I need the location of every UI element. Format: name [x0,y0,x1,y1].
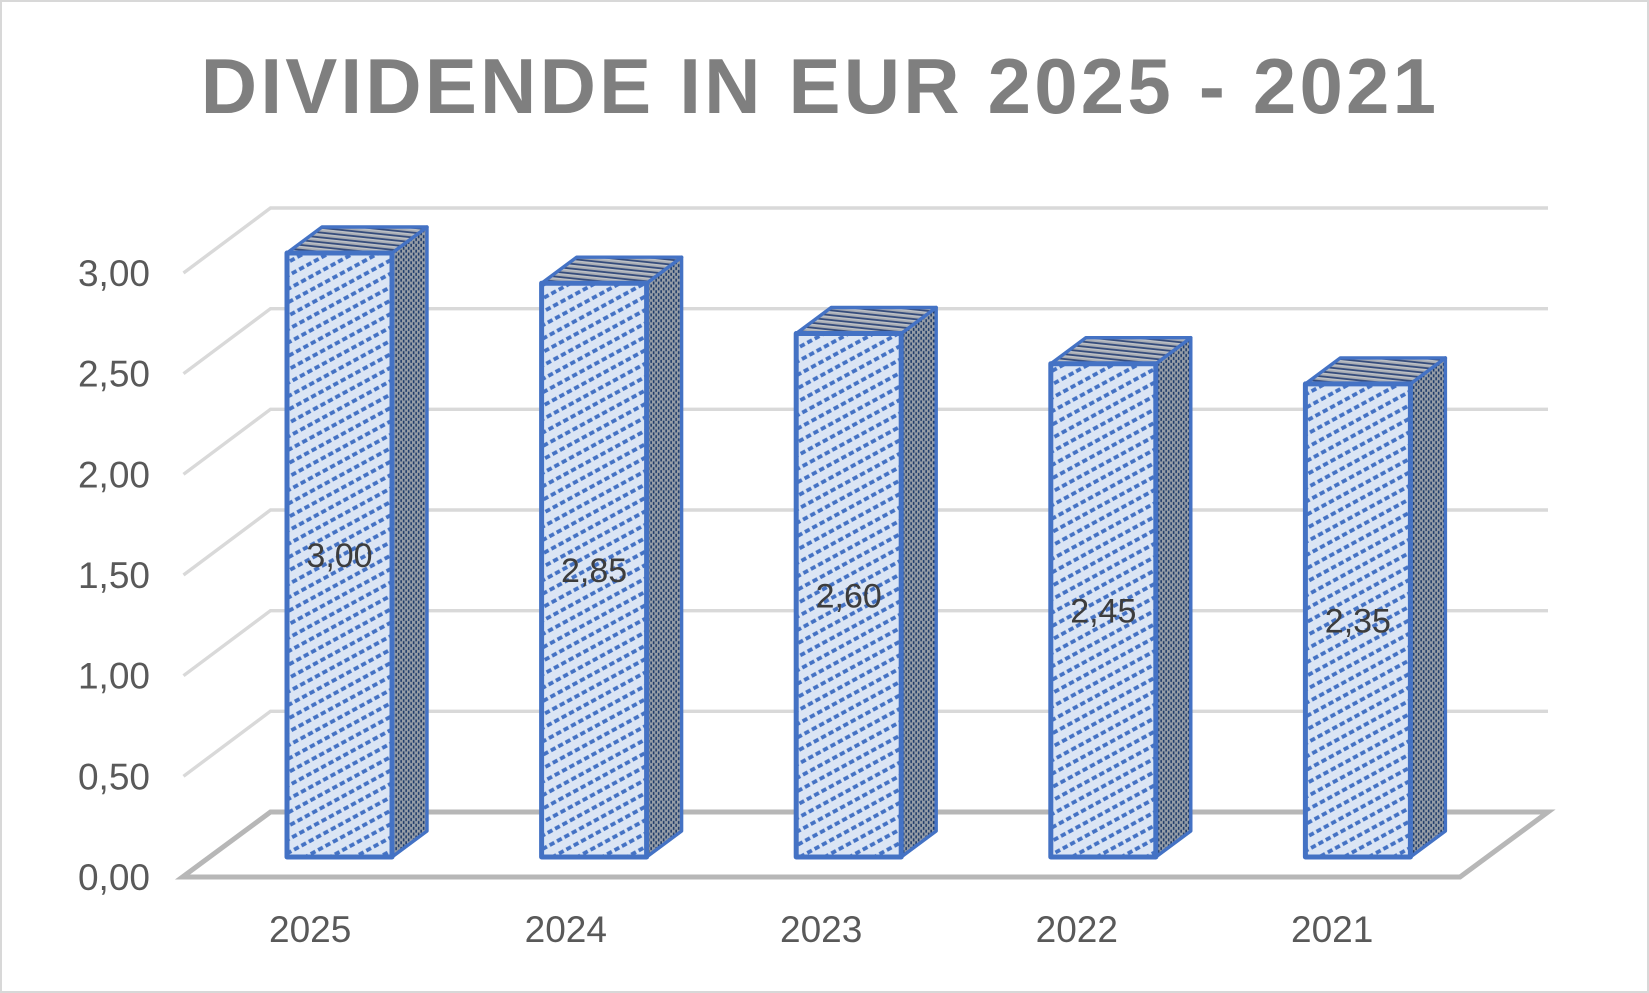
svg-text:1,00: 1,00 [78,656,150,697]
svg-text:2,50: 2,50 [78,354,150,395]
svg-text:DIVIDENDE IN EUR 2025 - 2021: DIVIDENDE IN EUR 2025 - 2021 [201,42,1439,130]
svg-text:2021: 2021 [1291,909,1373,950]
svg-text:2022: 2022 [1036,909,1118,950]
svg-text:2,45: 2,45 [1070,592,1136,630]
svg-text:0,50: 0,50 [78,756,150,797]
svg-text:2,60: 2,60 [816,577,882,615]
svg-text:1,50: 1,50 [78,555,150,596]
svg-text:2023: 2023 [780,909,862,950]
svg-text:2,85: 2,85 [561,552,627,590]
svg-text:2,35: 2,35 [1325,602,1391,640]
svg-text:2024: 2024 [525,909,607,950]
svg-text:0,00: 0,00 [78,857,150,898]
svg-text:2,00: 2,00 [78,454,150,495]
svg-text:2025: 2025 [269,909,351,950]
svg-text:3,00: 3,00 [78,253,150,294]
svg-text:3,00: 3,00 [306,537,372,575]
